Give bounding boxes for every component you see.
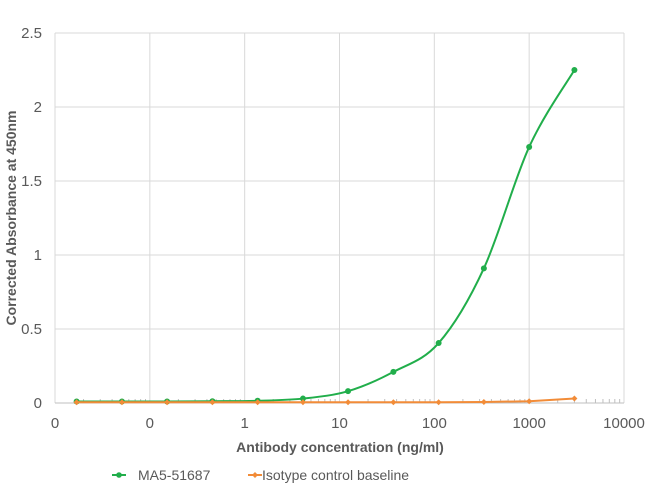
legend-item-isotype-control: Isotype control baseline xyxy=(248,467,409,483)
data-point-diamond-icon xyxy=(571,395,578,402)
legend-item-ma5-51687: MA5-51687 xyxy=(112,467,211,483)
x-tick-label: 10 xyxy=(331,415,348,432)
data-point-diamond-icon xyxy=(526,398,533,405)
x-tick-label: 1 xyxy=(240,415,248,432)
data-point-diamond-icon xyxy=(480,398,487,405)
legend-marker-circle-icon xyxy=(116,472,122,478)
y-tick-label: 0 xyxy=(34,395,42,412)
x-tick-label: 0 xyxy=(146,415,154,432)
gridlines xyxy=(54,32,625,404)
x-tick-label: 10000 xyxy=(603,415,645,432)
series-isotype-control-baseline xyxy=(73,395,578,406)
series-line xyxy=(76,69,576,403)
data-point-diamond-icon xyxy=(390,399,397,406)
data-point-diamond-icon xyxy=(164,399,171,406)
series-ma5-51687 xyxy=(73,67,578,405)
data-point-circle-icon xyxy=(526,143,533,150)
legend: MA5-51687 Isotype control baseline xyxy=(112,467,409,483)
series-line xyxy=(76,397,575,404)
data-point-circle-icon xyxy=(299,395,306,402)
data-point-diamond-icon xyxy=(299,399,306,406)
legend-label: MA5-51687 xyxy=(138,467,211,483)
x-axis-title: Antibody concentration (ng/ml) xyxy=(236,439,444,455)
x-tick-label: 0 xyxy=(51,415,59,432)
data-point-diamond-icon xyxy=(118,399,125,406)
data-point-diamond-icon xyxy=(254,399,261,406)
legend-label: Isotype control baseline xyxy=(262,467,409,483)
y-tick-label: 1 xyxy=(34,247,42,264)
x-axis-tick-labels: 0 0 1 10 100 1000 10000 xyxy=(51,415,645,432)
x-tick-label: 1000 xyxy=(512,415,545,432)
data-point-diamond-icon xyxy=(209,399,216,406)
series-layer xyxy=(73,67,578,406)
legend-marker-diamond-icon xyxy=(252,472,258,478)
data-point-diamond-icon xyxy=(345,399,352,406)
y-tick-label: 1.5 xyxy=(21,173,42,190)
y-tick-label: 2 xyxy=(34,99,42,116)
y-tick-label: 0.5 xyxy=(21,321,42,338)
y-tick-label: 2.5 xyxy=(21,25,42,42)
y-axis-tick-labels: 0 0.5 1 1.5 2 2.5 xyxy=(21,25,42,412)
x-tick-label: 100 xyxy=(422,415,447,432)
data-point-circle-icon xyxy=(390,368,397,375)
data-point-circle-icon xyxy=(345,388,352,395)
data-point-diamond-icon xyxy=(435,399,442,406)
data-point-circle-icon xyxy=(435,340,442,347)
data-point-circle-icon xyxy=(571,67,578,73)
data-point-diamond-icon xyxy=(73,399,80,406)
y-axis-title: Corrected Absorbance at 450nm xyxy=(3,111,19,326)
data-point-circle-icon xyxy=(480,265,487,272)
